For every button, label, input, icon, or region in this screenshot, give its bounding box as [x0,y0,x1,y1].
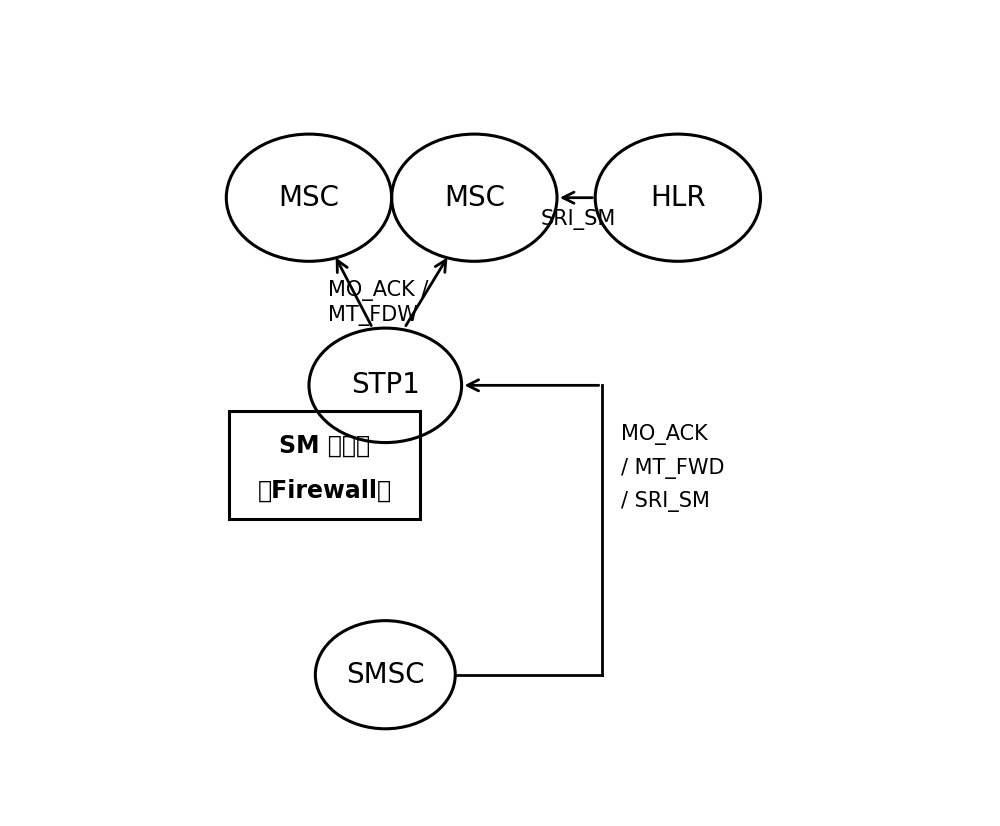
Text: SMSC: SMSC [346,661,425,689]
Text: STP1: STP1 [351,372,420,399]
Text: HLR: HLR [650,183,706,211]
Text: MO_ACK
/ MT_FWD
/ SRI_SM: MO_ACK / MT_FWD / SRI_SM [621,424,724,512]
Text: MSC: MSC [278,183,339,211]
Text: MO_ACK /
MT_FDW: MO_ACK / MT_FDW [328,280,428,325]
Text: MSC: MSC [444,183,505,211]
Text: SM 防火墙: SM 防火墙 [279,434,370,458]
Bar [229,411,420,519]
Text: （Firewall）: （Firewall） [258,478,392,502]
Text: SRI_SM: SRI_SM [541,210,616,230]
